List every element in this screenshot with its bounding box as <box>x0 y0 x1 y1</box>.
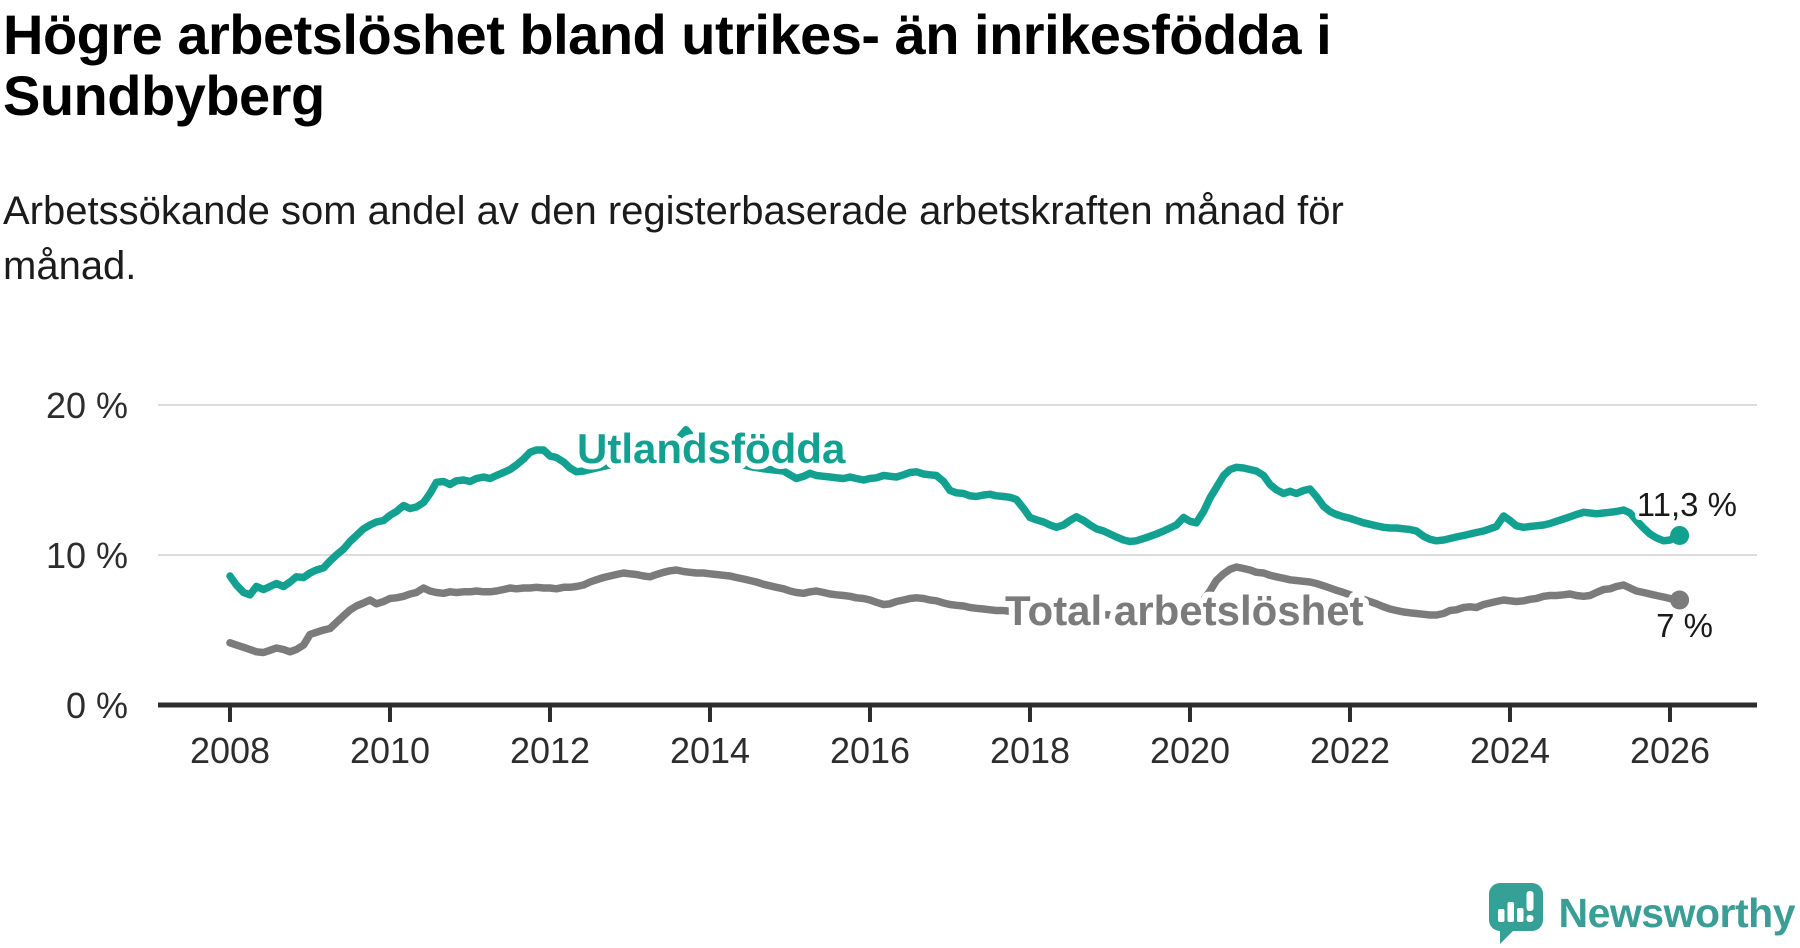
x-tick-label-2020: 2020 <box>1150 730 1230 771</box>
x-tick-label-2014: 2014 <box>670 730 750 771</box>
y-tick-label-0: 0 % <box>66 685 128 726</box>
x-tick-label-2012: 2012 <box>510 730 590 771</box>
newsworthy-logo-icon <box>1488 883 1543 944</box>
x-tick-label-2022: 2022 <box>1310 730 1390 771</box>
end-dot-total-arbetsloshet <box>1670 590 1690 610</box>
x-axis-ticks <box>228 705 1672 722</box>
y-tick-label-20: 20 % <box>46 385 128 426</box>
end-dot-utlandsfodda <box>1670 526 1690 545</box>
brand-footer: Newsworthy <box>1487 882 1796 944</box>
x-tick-label-2024: 2024 <box>1470 730 1550 771</box>
series-label-utlandsfodda: Utlandsfödda <box>577 425 846 472</box>
line-total-arbetsloshet <box>226 563 1684 657</box>
x-tick-label-2010: 2010 <box>350 730 430 771</box>
gridlines <box>158 404 1757 556</box>
chart-title: Högre arbetslöshet bland utrikes- än inr… <box>3 3 1332 128</box>
y-axis-labels: 20 % 10 % 0 % <box>46 385 128 726</box>
x-tick-label-2026: 2026 <box>1630 730 1710 771</box>
series-label-total-arbetsloshet: Total arbetslöshet <box>1005 587 1364 634</box>
chart-subtitle: Arbetssökande som andel av den registerb… <box>3 189 1344 289</box>
x-tick-label-2016: 2016 <box>830 730 910 771</box>
x-axis-tick-labels: 2008 2010 2012 2014 2016 2018 2020 2022 2024 2026 <box>190 730 1710 771</box>
x-tick-label-2018: 2018 <box>990 730 1070 771</box>
end-value-utlandsfodda: 11,3 % <box>1637 486 1737 523</box>
x-tick-label-2008: 2008 <box>190 730 270 771</box>
end-value-total-arbetsloshet: 7 % <box>1656 607 1713 644</box>
y-tick-label-10: 10 % <box>46 535 128 576</box>
line-utlandsfodda <box>226 426 1684 599</box>
brand-name: Newsworthy <box>1558 889 1796 936</box>
